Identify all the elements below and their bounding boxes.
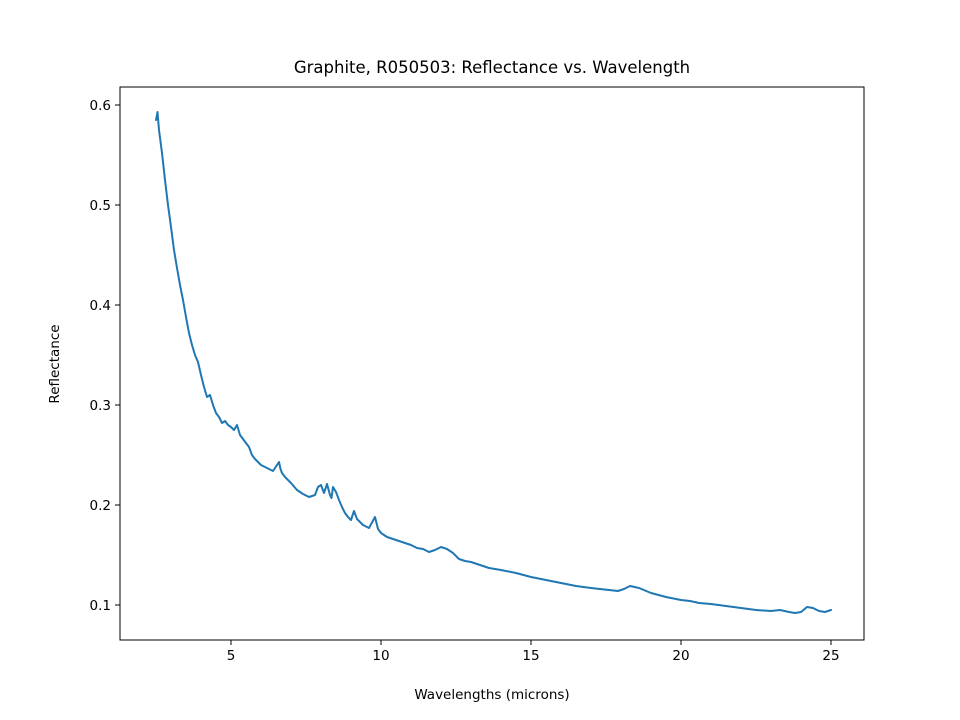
plot-frame [119,86,865,641]
plot-area: 5 10 15 20 25 0.1 0.2 0.3 0.4 0.5 0.6 [90,86,865,664]
y-tick-label: 0.6 [90,98,111,114]
x-axis-title: Wavelengths (microns) [414,687,569,703]
series-layer [155,111,832,614]
y-tick-label: 0.1 [90,598,111,614]
y-tick-label: 0.2 [90,498,111,514]
series-line-0 [155,111,832,614]
x-tick-label: 20 [672,648,689,664]
y-axis-title: Reflectance [47,324,63,403]
chart-title: Graphite, R050503: Reflectance vs. Wavel… [294,58,690,77]
y-axis-ticks: 0.1 0.2 0.3 0.4 0.5 0.6 [90,98,120,614]
x-tick-label: 5 [227,648,236,664]
x-axis-ticks: 5 10 15 20 25 [227,640,840,664]
x-tick-label: 25 [822,648,839,664]
x-tick-label: 10 [372,648,389,664]
y-tick-label: 0.4 [90,298,111,314]
x-tick-label: 15 [522,648,539,664]
y-tick-label: 0.5 [90,198,111,214]
y-tick-label: 0.3 [90,398,111,414]
